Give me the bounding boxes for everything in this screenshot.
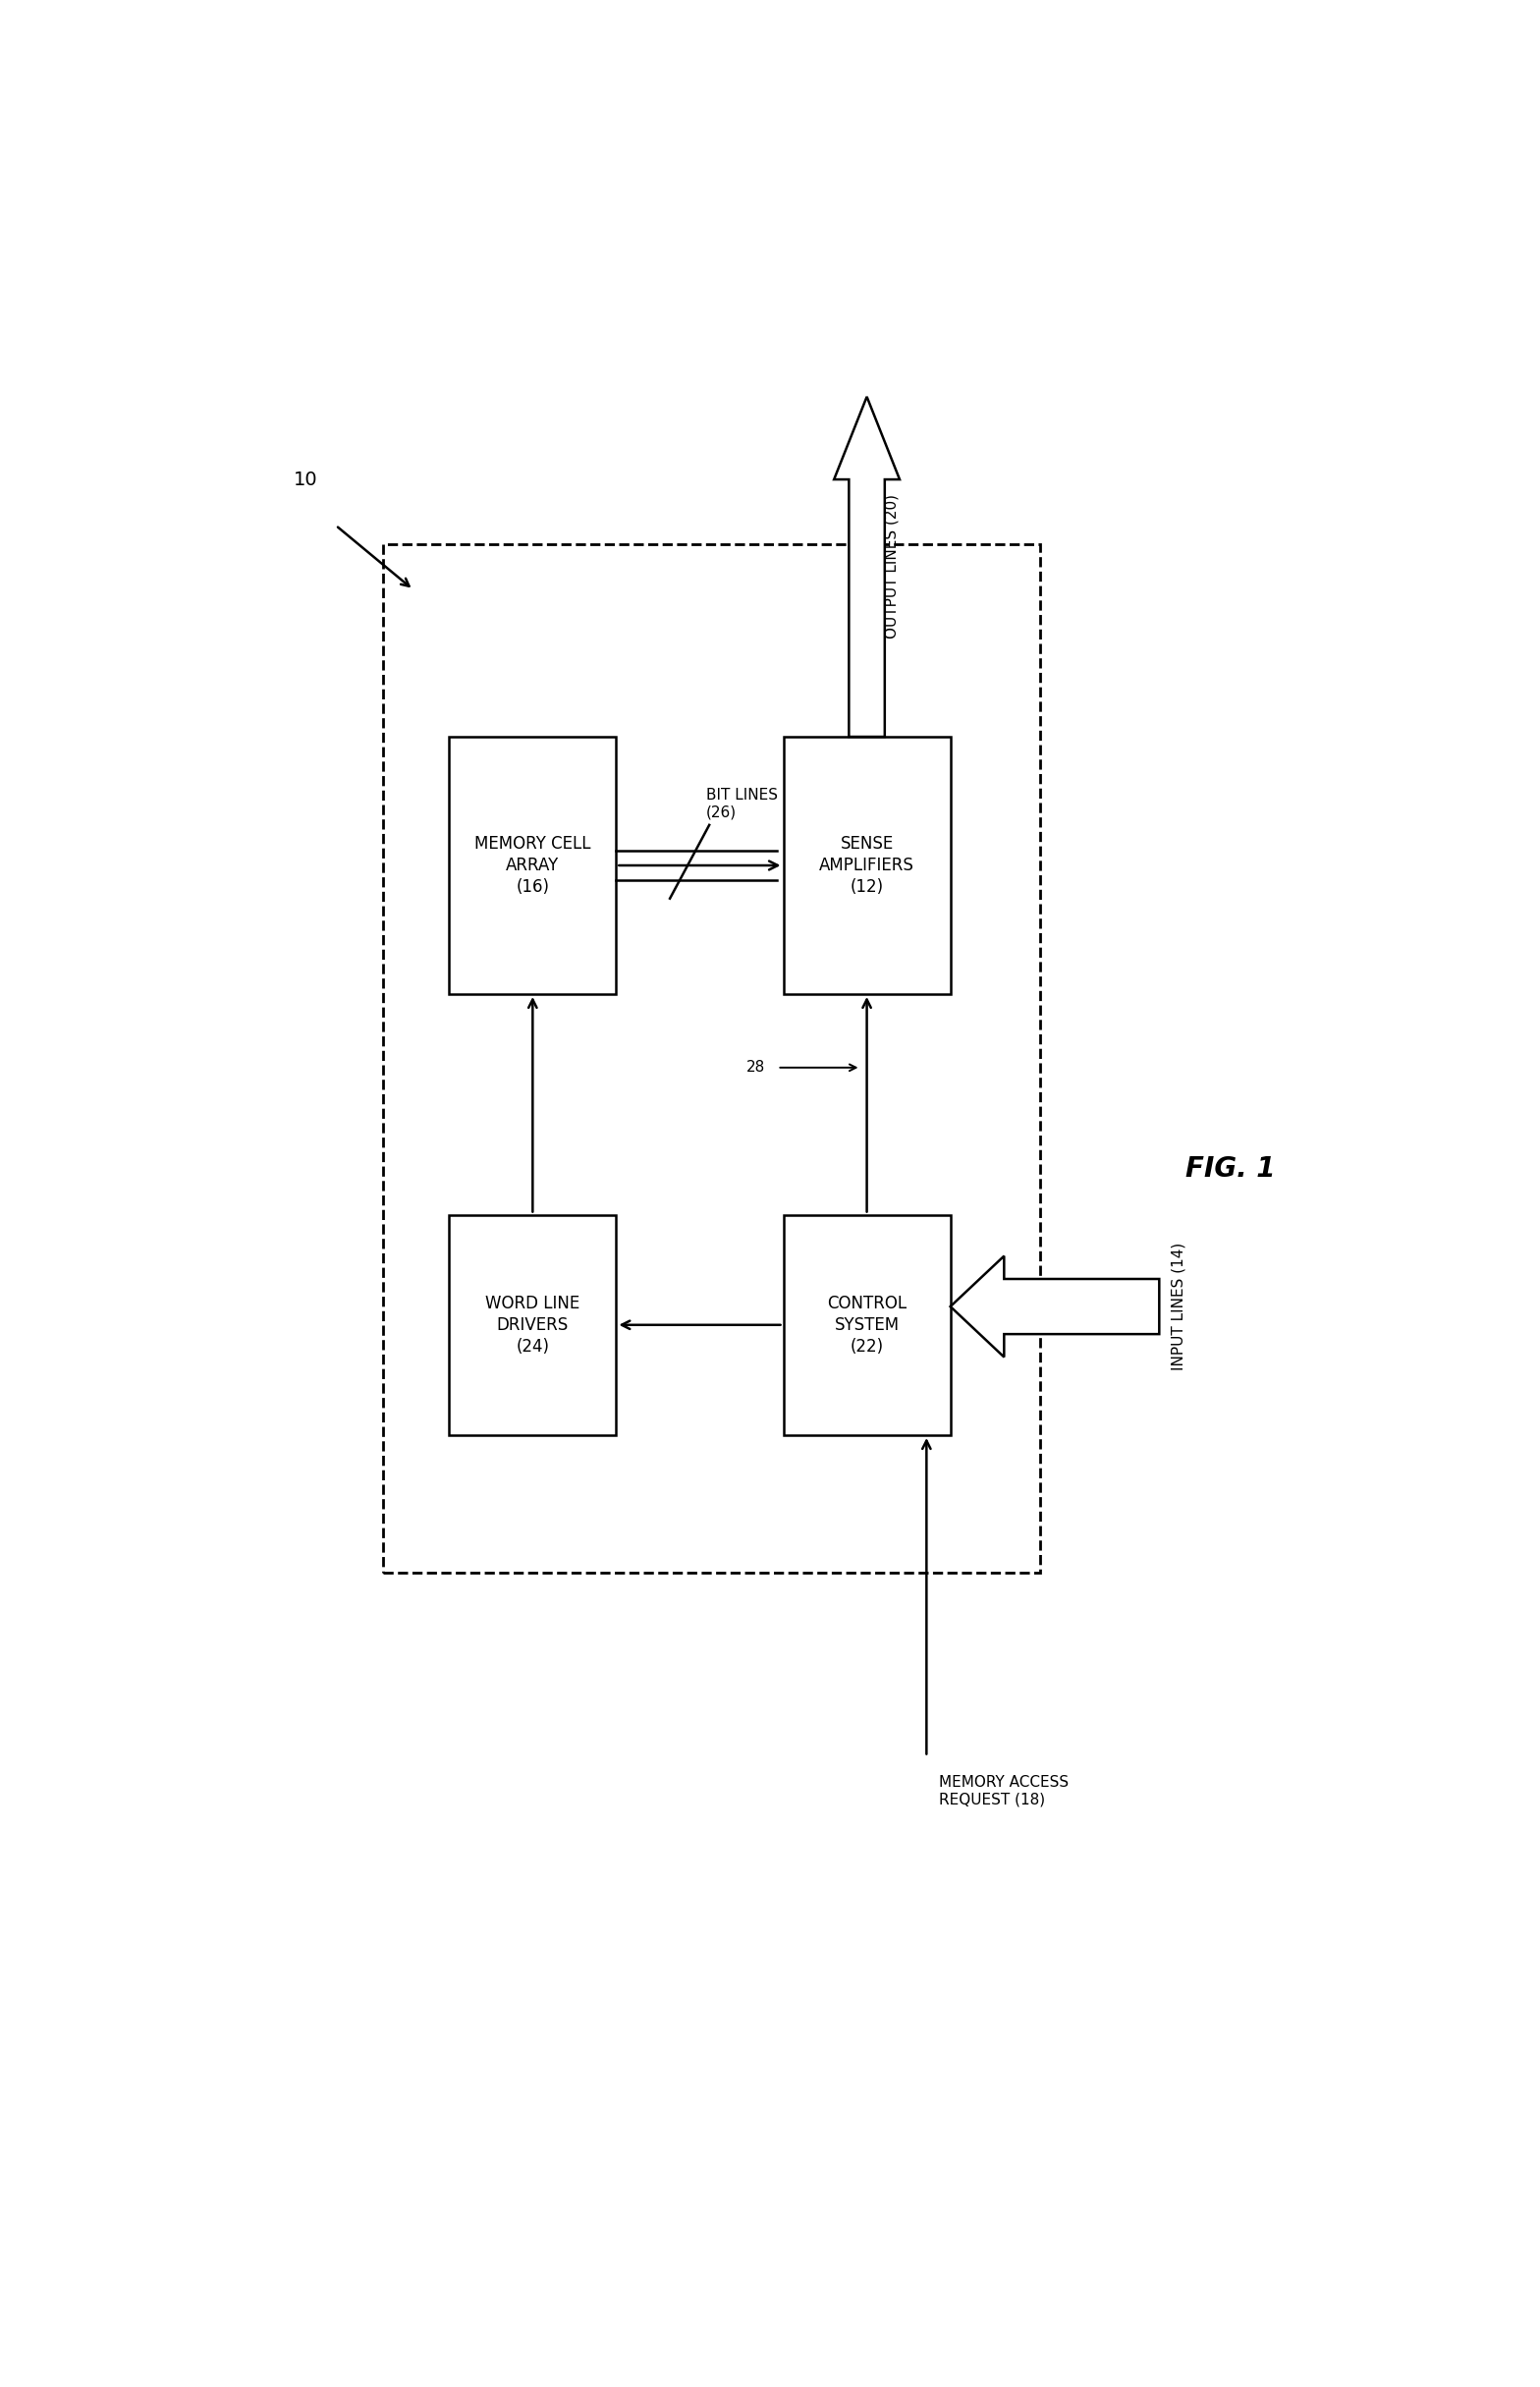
Text: CONTROL
SYSTEM
(22): CONTROL SYSTEM (22) — [827, 1294, 907, 1356]
Bar — [383, 544, 1040, 1573]
Bar — [450, 738, 616, 993]
Text: SENSE
AMPLIFIERS
(12): SENSE AMPLIFIERS (12) — [819, 835, 915, 895]
Text: OUTPUT LINES (20): OUTPUT LINES (20) — [884, 494, 899, 640]
Polygon shape — [950, 1256, 1160, 1358]
Text: WORD LINE
DRIVERS
(24): WORD LINE DRIVERS (24) — [485, 1294, 581, 1356]
Polygon shape — [835, 396, 899, 738]
Text: BIT LINES
(26): BIT LINES (26) — [705, 788, 778, 819]
Text: INPUT LINES (14): INPUT LINES (14) — [1172, 1244, 1186, 1370]
Text: MEMORY ACCESS
REQUEST (18): MEMORY ACCESS REQUEST (18) — [938, 1776, 1069, 1807]
Text: 28: 28 — [747, 1060, 765, 1074]
Text: FIG. 1: FIG. 1 — [1186, 1155, 1275, 1182]
Bar — [784, 1215, 950, 1435]
Bar — [450, 1215, 616, 1435]
Text: 10: 10 — [294, 470, 317, 489]
Text: MEMORY CELL
ARRAY
(16): MEMORY CELL ARRAY (16) — [474, 835, 591, 895]
Bar — [784, 738, 950, 993]
